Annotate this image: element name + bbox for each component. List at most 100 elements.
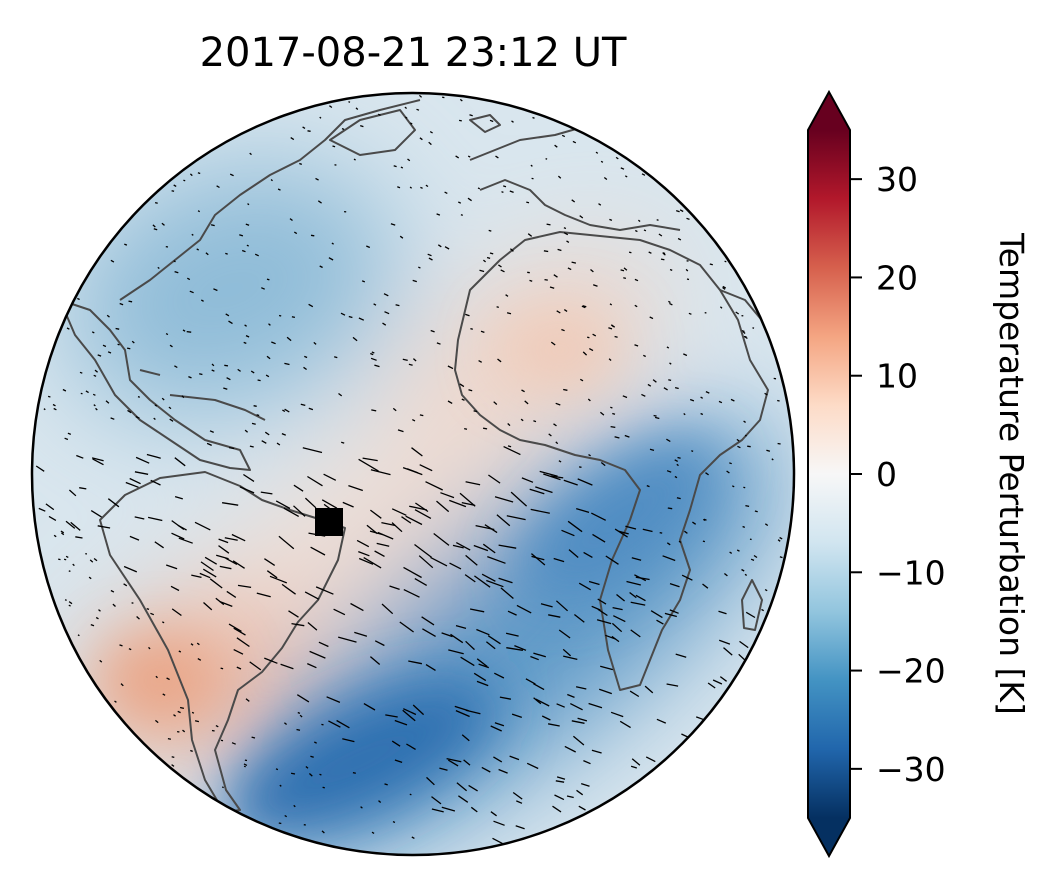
wind-dash: [257, 379, 261, 382]
wind-dash: [358, 458, 379, 472]
wind-dash: [563, 388, 568, 391]
wind-dash: [228, 320, 233, 325]
wind-dash: [362, 457, 378, 462]
wind-dash: [467, 155, 471, 158]
wind-dash: [99, 659, 103, 663]
wind-dash: [190, 749, 193, 753]
wind-dash: [411, 447, 423, 457]
colorbar-outline: [807, 89, 851, 859]
wind-dash: [161, 397, 165, 401]
wind-dash: [644, 685, 654, 694]
wind-dash: [66, 327, 70, 330]
wind-dash: [177, 524, 187, 531]
wind-dash: [624, 434, 630, 438]
wind-dash: [556, 310, 561, 314]
wind-dash: [358, 317, 365, 321]
wind-dash: [112, 603, 116, 607]
wind-dash: [620, 167, 625, 170]
wind-dash: [718, 400, 723, 404]
wind-dash: [745, 504, 750, 508]
wind-dash: [251, 422, 256, 425]
wind-dash: [458, 201, 462, 204]
wind-dash: [614, 528, 628, 538]
wind-dash: [93, 557, 98, 562]
wind-dash: [377, 113, 381, 116]
wind-dash: [123, 565, 138, 573]
wind-dash: [456, 782, 468, 792]
wind-dash: [291, 316, 296, 319]
wind-dash: [153, 417, 156, 421]
colorbar-tick-label: 30: [876, 160, 918, 199]
wind-dash: [253, 405, 257, 407]
wind-dash: [587, 398, 591, 402]
wind-dash: [625, 525, 637, 530]
wind-dash: [616, 593, 626, 602]
wind-dash: [608, 358, 612, 361]
wind-dash: [293, 484, 304, 492]
wind-dash: [719, 306, 723, 309]
wind-dash: [403, 589, 420, 598]
wind-dash: [317, 200, 322, 204]
wind-dash: [737, 445, 741, 449]
wind-dash: [393, 165, 397, 168]
wind-dash: [766, 449, 771, 452]
wind-dash: [614, 335, 618, 338]
wind-dash: [675, 653, 687, 658]
wind-dash: [532, 116, 535, 119]
wind-dash: [588, 702, 603, 709]
wind-dash: [45, 503, 55, 511]
wind-dash: [391, 740, 401, 747]
wind-dash: [135, 456, 150, 464]
wind-dash: [723, 572, 728, 577]
wind-dash: [683, 412, 686, 416]
wind-dash: [535, 486, 553, 494]
wind-dash: [499, 696, 512, 700]
wind-dash: [404, 106, 408, 110]
wind-dash: [374, 550, 385, 557]
wind-dash: [603, 176, 608, 181]
wind-dash: [481, 573, 496, 582]
wind-dash: [596, 619, 612, 625]
wind-dash: [218, 545, 230, 554]
wind-dash: [511, 120, 514, 123]
wind-dash: [225, 313, 230, 317]
wind-dash: [354, 631, 368, 637]
wind-dash: [229, 173, 234, 177]
wind-dash: [465, 313, 470, 317]
wind-dash: [412, 704, 425, 716]
wind-dash: [231, 742, 236, 745]
wind-dash: [550, 475, 564, 479]
wind-dash: [210, 224, 215, 227]
wind-dash: [579, 215, 584, 219]
wind-dash: [405, 116, 408, 119]
wind-dash: [91, 457, 104, 462]
wind-dash: [571, 720, 585, 724]
wind-dash: [402, 709, 416, 722]
wind-dash: [507, 445, 512, 448]
wind-dash: [689, 398, 695, 402]
wind-dash: [666, 346, 670, 349]
wind-dash: [154, 201, 158, 204]
wind-dash: [540, 603, 553, 608]
wind-dash: [283, 722, 288, 726]
wind-dash: [576, 507, 590, 514]
wind-dash: [128, 648, 132, 651]
wind-dash: [338, 392, 343, 397]
colorbar-label: Temperature Perturbation [K]: [992, 232, 1031, 715]
wind-dash: [348, 484, 364, 492]
wind-dash: [561, 328, 565, 332]
wind-dash: [666, 542, 671, 546]
wind-dash: [340, 312, 346, 316]
wind-dash: [296, 694, 310, 703]
wind-dash: [174, 365, 178, 369]
wind-dash: [630, 765, 637, 769]
wind-dash: [307, 130, 311, 132]
wind-dash: [348, 315, 353, 319]
wind-dash: [245, 335, 250, 338]
wind-dash: [93, 374, 97, 377]
wind-dash: [741, 329, 745, 333]
wind-dash: [489, 119, 494, 123]
wind-dash: [550, 341, 556, 346]
wind-dash: [630, 601, 646, 606]
